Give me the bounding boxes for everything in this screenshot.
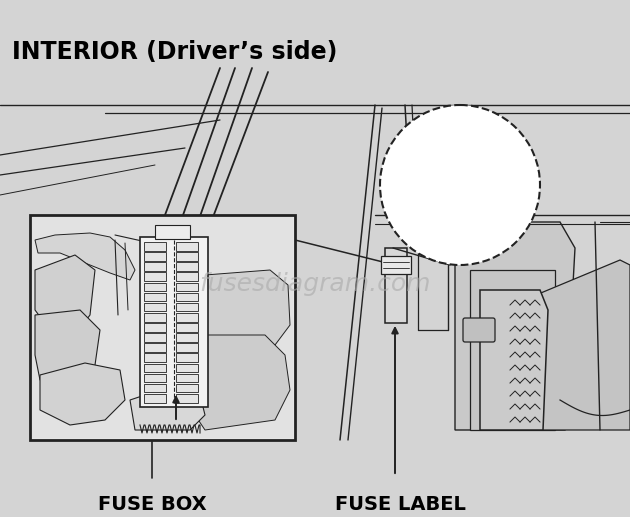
Bar [176, 282, 198, 291]
Bar [381, 256, 411, 274]
Bar [144, 282, 166, 291]
Bar [144, 262, 166, 271]
Text: FUSE LABEL: FUSE LABEL [335, 495, 466, 514]
Text: fusesdiagram.com: fusesdiagram.com [199, 272, 431, 296]
Bar [176, 363, 198, 372]
Bar [176, 394, 198, 403]
Text: INTERIOR (Driver’s side): INTERIOR (Driver’s side) [12, 40, 338, 64]
Bar [144, 394, 166, 403]
Bar [176, 252, 198, 261]
Bar [144, 333, 166, 342]
Bar [176, 323, 198, 331]
Bar [144, 323, 166, 331]
Bar [176, 313, 198, 322]
Circle shape [380, 105, 540, 265]
Polygon shape [40, 363, 125, 425]
Bar [176, 333, 198, 342]
Polygon shape [185, 335, 290, 430]
Bar [144, 242, 166, 251]
Bar [176, 262, 198, 271]
Bar [144, 252, 166, 261]
Bar [176, 354, 198, 362]
FancyBboxPatch shape [463, 318, 495, 342]
Bar [144, 313, 166, 322]
Bar [30, 215, 295, 440]
Polygon shape [480, 290, 548, 430]
Bar [176, 384, 198, 392]
Bar [176, 242, 198, 251]
Bar [144, 272, 166, 281]
Bar [144, 363, 166, 372]
Bar [176, 272, 198, 281]
Polygon shape [35, 255, 95, 335]
Polygon shape [500, 260, 630, 430]
Polygon shape [470, 270, 555, 430]
Text: FUSE BOX: FUSE BOX [98, 495, 206, 514]
Polygon shape [35, 233, 135, 280]
Bar [385, 248, 407, 323]
Bar [144, 293, 166, 301]
Bar [176, 293, 198, 301]
Bar [176, 374, 198, 382]
Bar [144, 343, 166, 352]
Polygon shape [32, 217, 293, 438]
Polygon shape [195, 270, 290, 345]
Bar [155, 225, 190, 239]
Polygon shape [35, 310, 100, 385]
Polygon shape [455, 222, 575, 430]
Bar [144, 303, 166, 311]
Polygon shape [130, 395, 205, 430]
Bar [176, 343, 198, 352]
Bar [176, 303, 198, 311]
Bar [144, 384, 166, 392]
Bar [144, 374, 166, 382]
Bar [144, 354, 166, 362]
Bar [140, 237, 208, 407]
